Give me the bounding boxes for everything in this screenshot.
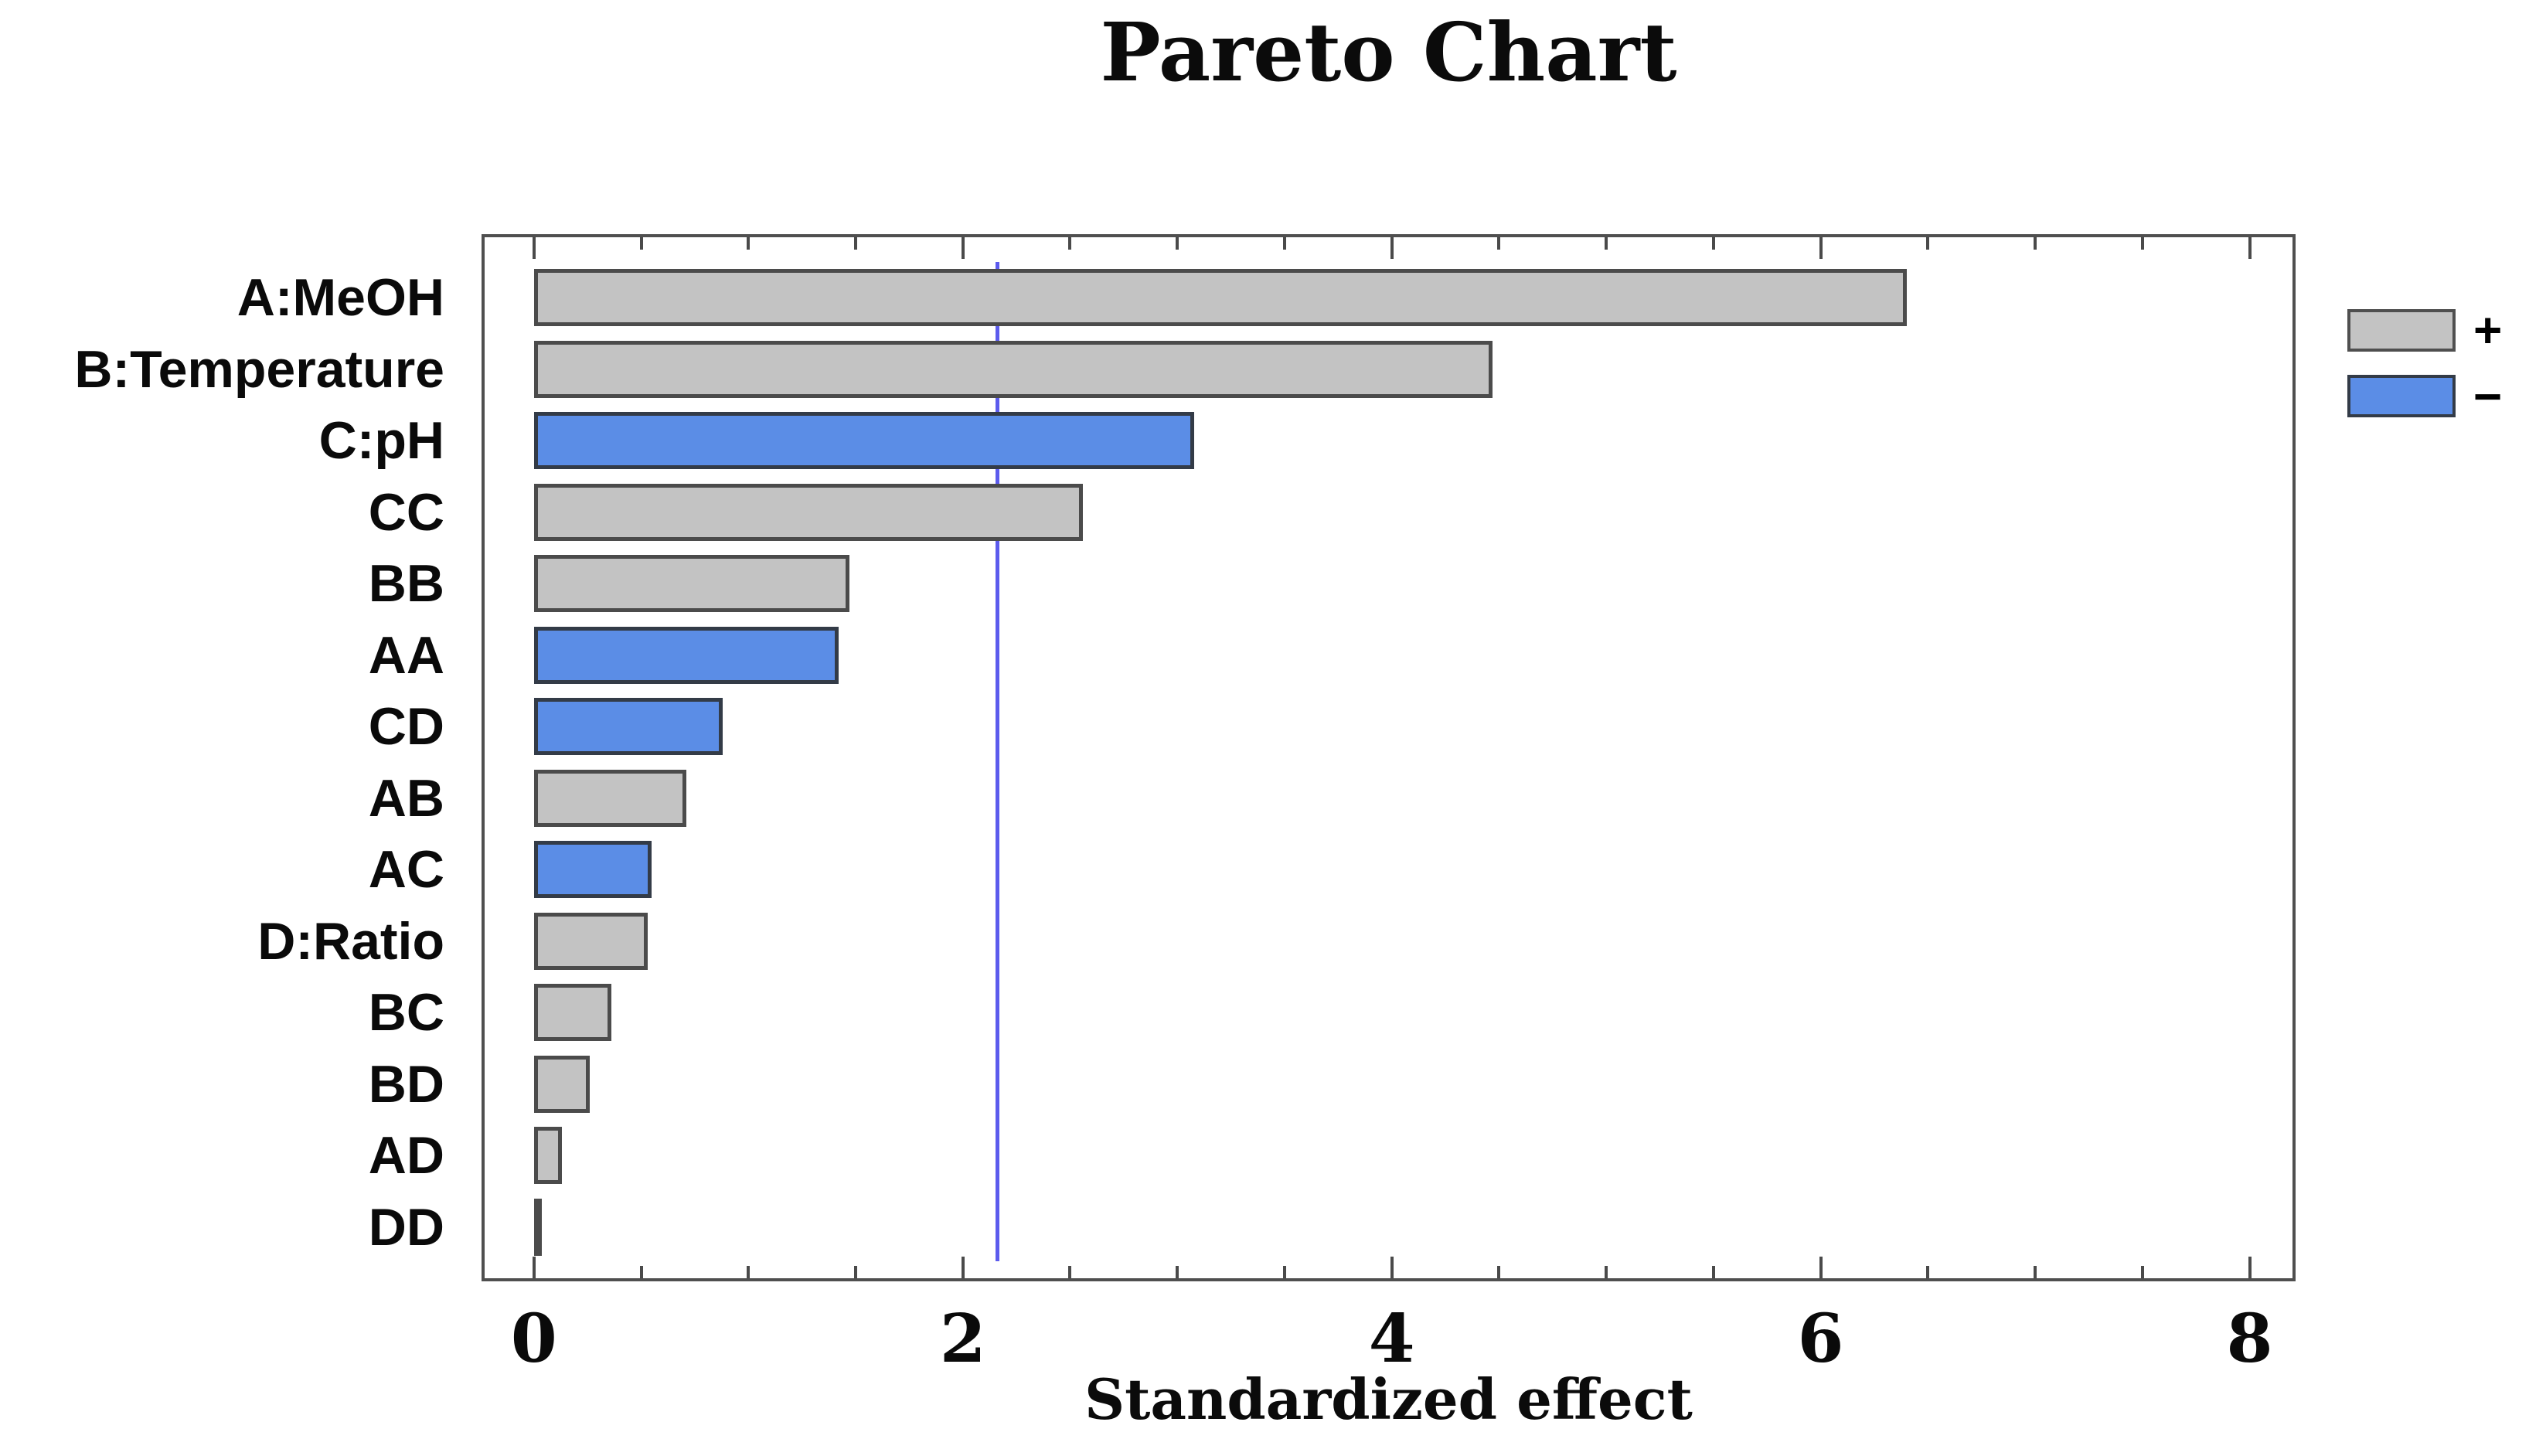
x-minor-tick — [1068, 237, 1072, 250]
x-tick-label: 6 — [1797, 1300, 1844, 1378]
category-label: AD — [368, 1126, 444, 1185]
x-tick-label: 2 — [939, 1300, 986, 1378]
x-major-tick — [532, 1257, 536, 1278]
category-label: C:pH — [318, 411, 444, 470]
category-label: B:Temperature — [74, 339, 444, 399]
x-minor-tick — [854, 237, 857, 250]
category-label: CD — [368, 697, 444, 756]
x-tick-label: 8 — [2226, 1300, 2273, 1378]
category-label: BD — [368, 1054, 444, 1114]
bar — [533, 483, 1084, 541]
x-major-tick — [1390, 1257, 1394, 1278]
legend-negative-swatch — [2347, 375, 2456, 417]
x-minor-tick — [1282, 237, 1286, 250]
category-label: AB — [368, 768, 444, 828]
x-minor-tick — [639, 237, 643, 250]
x-tick-label: 0 — [510, 1300, 557, 1378]
x-tick-label: 4 — [1368, 1300, 1415, 1378]
legend-positive-label: + — [2473, 302, 2503, 358]
x-major-tick — [961, 1257, 965, 1278]
x-minor-tick — [747, 237, 751, 250]
x-minor-tick — [1282, 1266, 1286, 1278]
bar — [533, 841, 652, 898]
bar — [533, 626, 839, 684]
x-major-tick — [2248, 1257, 2252, 1278]
x-major-tick — [961, 237, 965, 259]
bar — [533, 412, 1195, 469]
bar — [533, 1198, 542, 1256]
bar — [533, 769, 686, 827]
bar — [533, 555, 849, 612]
bar — [533, 912, 648, 970]
x-minor-tick — [1711, 1266, 1715, 1278]
bar — [533, 1055, 590, 1113]
bar — [533, 698, 723, 755]
bar — [533, 269, 1907, 326]
legend-positive-swatch — [2347, 309, 2456, 352]
x-minor-tick — [1497, 1266, 1501, 1278]
x-minor-tick — [1176, 1266, 1179, 1278]
category-label: AC — [368, 840, 444, 899]
x-minor-tick — [1497, 237, 1501, 250]
x-major-tick — [1390, 237, 1394, 259]
x-minor-tick — [639, 1266, 643, 1278]
chart-title: Pareto Chart — [1100, 5, 1677, 100]
legend-negative-label: − — [2473, 369, 2503, 424]
x-minor-tick — [2034, 1266, 2037, 1278]
category-label: CC — [368, 482, 444, 542]
x-major-tick — [532, 237, 536, 259]
x-major-tick — [1819, 237, 1823, 259]
x-major-tick — [2248, 237, 2252, 259]
x-major-tick — [1819, 1257, 1823, 1278]
category-label: BC — [368, 983, 444, 1042]
category-label: BB — [368, 554, 444, 613]
x-minor-tick — [2140, 1266, 2144, 1278]
x-minor-tick — [1926, 237, 1930, 250]
x-minor-tick — [2034, 237, 2037, 250]
category-label: DD — [368, 1197, 444, 1257]
category-axis: A:MeOH B:Temperature C:pH CC BB AA CD AB AC D:Rat… — [0, 234, 444, 1281]
bar — [533, 1127, 562, 1184]
category-label: A:MeOH — [237, 268, 444, 327]
x-minor-tick — [2140, 237, 2144, 250]
x-minor-tick — [1605, 237, 1608, 250]
bar — [533, 340, 1493, 398]
category-label: D:Ratio — [257, 911, 444, 971]
x-minor-tick — [854, 1266, 857, 1278]
plot-area — [482, 234, 2296, 1281]
reference-line — [996, 262, 1000, 1261]
x-minor-tick — [1068, 1266, 1072, 1278]
x-minor-tick — [1176, 237, 1179, 250]
bar — [533, 984, 611, 1041]
x-minor-tick — [1711, 237, 1715, 250]
category-label: AA — [368, 625, 444, 685]
x-minor-tick — [747, 1266, 751, 1278]
x-minor-tick — [1605, 1266, 1608, 1278]
x-minor-tick — [1926, 1266, 1930, 1278]
x-axis-title: Standardized effect — [1084, 1366, 1693, 1432]
